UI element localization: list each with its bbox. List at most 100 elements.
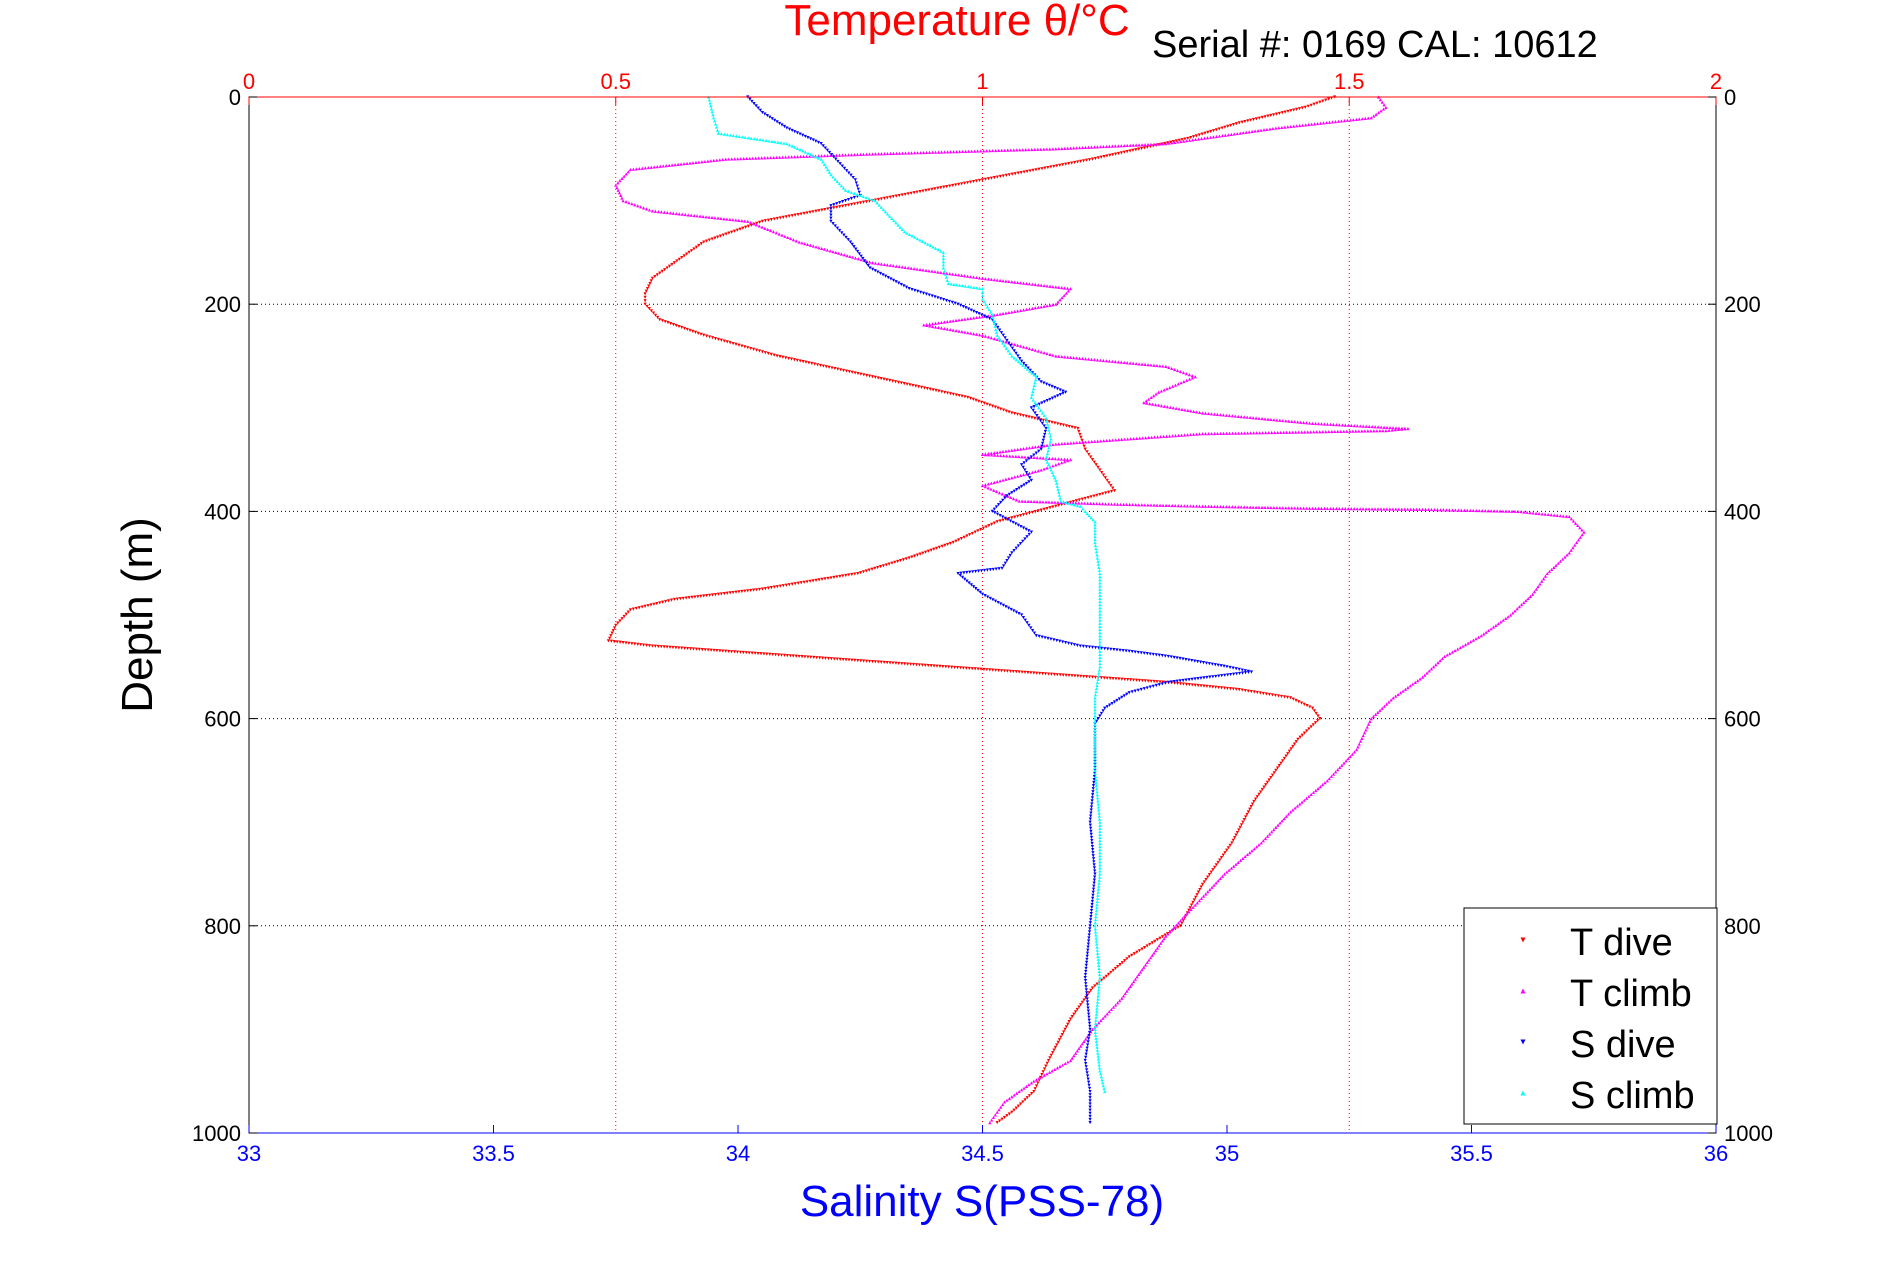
data-point-t-climb	[1238, 131, 1242, 135]
data-point-t-dive	[1076, 160, 1080, 164]
data-point-s-climb	[1046, 425, 1050, 429]
data-point-s-dive	[1024, 470, 1029, 475]
data-point-s-dive	[1085, 994, 1089, 998]
data-point-t-climb	[790, 155, 794, 159]
data-point-s-climb	[1096, 994, 1100, 998]
data-point-s-climb	[1097, 963, 1101, 968]
grid	[249, 97, 1716, 1133]
data-point-s-dive	[996, 325, 1000, 330]
data-point-t-climb	[851, 255, 855, 259]
data-point-s-dive	[843, 199, 848, 203]
data-point-t-dive	[660, 319, 665, 323]
data-point-t-climb	[1274, 126, 1278, 130]
data-point-s-dive	[1091, 784, 1096, 788]
temperature-axis-title: Temperature θ/°C	[784, 0, 1129, 45]
data-point-t-climb	[1156, 435, 1160, 439]
data-point-s-dive	[1101, 709, 1105, 713]
data-point-s-climb	[939, 249, 943, 253]
data-point-t-dive	[1143, 679, 1147, 683]
data-point-t-dive	[1217, 127, 1221, 131]
data-point-t-climb	[1406, 507, 1410, 511]
data-point-t-dive	[928, 387, 932, 391]
data-point-s-dive	[1117, 697, 1122, 701]
data-point-t-climb	[1462, 508, 1466, 512]
data-point-s-climb	[992, 321, 996, 326]
data-point-s-dive	[1014, 546, 1018, 550]
data-point-t-dive	[814, 209, 818, 213]
data-point-t-climb	[1364, 728, 1368, 732]
data-point-s-dive	[889, 277, 893, 281]
data-point-t-climb	[1342, 761, 1346, 765]
data-point-t-dive	[1033, 1087, 1037, 1091]
data-point-t-dive	[718, 649, 722, 653]
data-point-t-dive	[1237, 121, 1241, 125]
data-point-t-climb	[1450, 650, 1455, 654]
data-point-s-climb	[811, 153, 815, 158]
data-point-t-climb	[939, 320, 944, 325]
data-point-t-dive	[1166, 141, 1170, 145]
data-point-s-dive	[1042, 424, 1046, 428]
data-point-t-climb	[1233, 505, 1237, 509]
data-point-t-dive	[1071, 499, 1076, 504]
data-point-t-dive	[763, 351, 767, 355]
data-point-t-dive	[1302, 702, 1306, 706]
data-point-t-climb	[1153, 435, 1157, 439]
data-point-t-climb	[1141, 436, 1145, 440]
data-point-t-dive	[1245, 812, 1249, 817]
data-point-t-climb	[842, 253, 846, 257]
data-point-s-climb	[1093, 529, 1097, 533]
data-point-t-climb	[933, 269, 937, 274]
data-point-t-climb	[1182, 379, 1186, 384]
data-point-s-climb	[1098, 609, 1102, 613]
data-point-t-climb	[1304, 123, 1308, 127]
data-point-t-climb	[1165, 387, 1169, 391]
data-point-t-climb	[1050, 500, 1054, 504]
legend-marker-t-climb	[1520, 988, 1526, 994]
data-point-s-climb	[824, 165, 828, 169]
data-point-t-climb	[1263, 417, 1267, 421]
data-point-t-dive	[922, 386, 927, 390]
data-point-t-dive	[976, 529, 980, 533]
data-point-t-dive	[799, 581, 803, 585]
data-point-t-climb	[849, 153, 854, 157]
data-point-s-climb	[1035, 403, 1039, 407]
data-point-t-climb	[1416, 679, 1420, 683]
data-point-t-climb	[1354, 429, 1358, 433]
data-point-t-climb	[1174, 923, 1178, 927]
data-point-s-climb	[790, 144, 794, 148]
data-point-t-climb	[656, 210, 660, 214]
data-point-s-dive	[1021, 465, 1025, 469]
data-point-t-climb	[939, 270, 943, 275]
data-point-s-dive	[1023, 618, 1027, 622]
data-point-t-climb	[1251, 416, 1255, 420]
data-point-s-climb	[1096, 559, 1100, 563]
data-point-t-climb	[930, 150, 935, 154]
data-point-s-dive	[1092, 863, 1096, 867]
data-point-t-climb	[1188, 504, 1193, 508]
data-point-t-climb	[1195, 410, 1199, 414]
data-point-t-dive	[1086, 496, 1090, 500]
data-point-t-climb	[1315, 430, 1319, 434]
data-point-s-dive	[1001, 333, 1005, 337]
data-point-s-climb	[1032, 384, 1036, 388]
data-point-t-dive	[940, 390, 944, 394]
data-point-t-climb	[1302, 798, 1306, 802]
data-point-s-dive	[1093, 869, 1097, 873]
data-point-t-dive	[955, 666, 960, 670]
data-point-t-climb	[1161, 503, 1165, 507]
data-point-t-dive	[1106, 972, 1111, 976]
data-point-t-climb	[1083, 145, 1088, 149]
data-point-t-climb	[1294, 430, 1298, 434]
data-point-t-dive	[897, 193, 901, 198]
data-point-t-climb	[1210, 885, 1214, 889]
data-point-s-climb	[1098, 1072, 1103, 1076]
data-point-t-climb	[822, 247, 827, 251]
data-point-t-dive	[1013, 412, 1017, 416]
data-point-t-dive	[699, 594, 703, 598]
data-point-t-climb	[1363, 116, 1367, 120]
data-point-s-dive	[825, 148, 830, 152]
data-point-t-climb	[1128, 361, 1132, 365]
data-point-t-climb	[1487, 628, 1491, 633]
data-point-t-dive	[1000, 1117, 1004, 1121]
data-point-t-climb	[704, 215, 708, 219]
